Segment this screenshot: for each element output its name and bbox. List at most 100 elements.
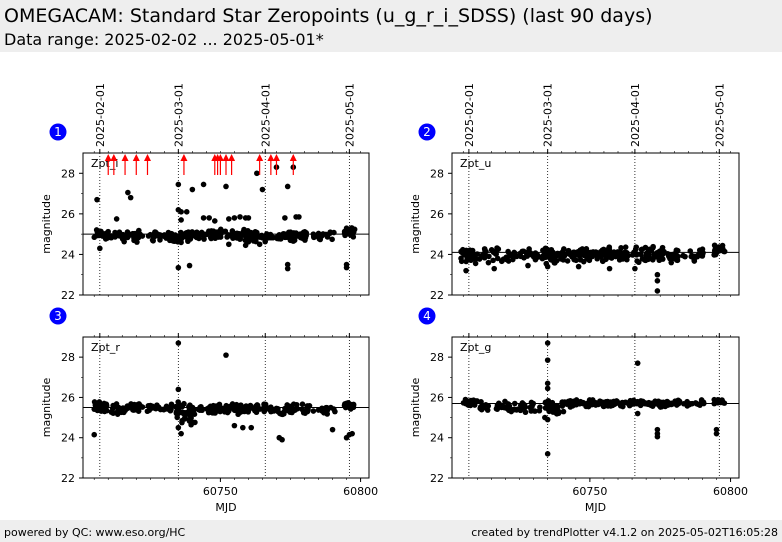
panel-2: 2025-02-01 2025-03-01 2025-04-01 2025-05-01… [409,83,740,302]
data-point [328,404,334,411]
data-point [242,242,249,249]
data-point [285,407,291,414]
data-point [665,402,671,408]
data-point [178,430,184,437]
data-point [719,242,726,249]
data-point [200,181,207,188]
data-point [256,241,263,248]
data-point [638,246,645,253]
panel-badge-number: 2 [423,125,431,139]
data-point [594,255,600,262]
data-point [287,403,293,410]
outlier-arrow-head [272,154,280,161]
x-axis-label: MJD [585,501,606,514]
data-point [209,233,216,240]
data-point [583,403,589,410]
data-point [599,258,606,264]
data-point [134,239,140,245]
panel-badge [49,123,67,141]
data-point [186,262,193,269]
data-point [112,234,118,240]
data-point [529,403,535,410]
data-point [291,231,297,237]
data-point [608,254,615,261]
data-point [345,230,351,237]
data-point [91,431,98,438]
data-point [544,380,551,387]
data-point [491,265,498,272]
data-point [237,214,243,220]
data-point [503,254,510,261]
panel-badge [49,307,67,325]
data-point [259,186,266,193]
data-point [575,263,582,270]
data-point [291,236,297,243]
x-tick-label: 60750 [203,485,238,498]
outlier-arrow-head [228,154,236,161]
data-point [226,216,232,222]
data-point [318,406,325,413]
x-tick-label: 60800 [343,485,378,498]
y-tick-label: 28 [430,351,444,364]
data-point [300,409,307,416]
y-tick-label: 22 [430,472,444,485]
data-point [611,401,618,408]
data-point [658,247,665,254]
data-point [673,257,680,263]
data-point [694,253,701,260]
data-point [571,249,578,256]
y-tick-label: 22 [430,289,444,302]
outlier-arrow-head [267,154,275,161]
data-point [112,403,118,409]
date-label: 2025-02-01 [94,83,107,147]
data-point [223,402,230,409]
data-point [655,398,662,405]
data-point [719,398,726,405]
data-point [103,401,110,407]
data-point [654,271,661,278]
data-point [91,399,98,405]
data-point [210,228,217,234]
data-point [349,228,356,235]
data-point [720,248,727,255]
data-point [188,415,194,421]
data-point [262,238,269,245]
data-point [700,400,707,407]
data-point [127,194,134,201]
panel-badge-number: 4 [423,309,431,323]
data-point [547,256,554,262]
data-point [698,252,705,259]
outlier-arrow-head [256,154,264,161]
page-subtitle: Data range: 2025-02-02 ... 2025-05-01* [4,30,324,49]
outlier-arrow-head [180,154,188,161]
data-point [349,430,355,437]
data-point [605,398,611,405]
y-tick-label: 24 [430,248,444,261]
panel-1: 2025-02-01 2025-03-01 2025-04-01 2025-05-01… [40,83,370,302]
data-point [96,399,103,405]
x-tick-label: 60750 [572,485,607,498]
y-axis-label: magnitude [40,378,53,438]
data-point [285,229,292,236]
data-point [532,408,538,414]
data-point [174,410,181,416]
data-point [654,433,661,440]
data-point [175,386,182,393]
panel-series-label: Zpt_g [460,341,491,354]
data-point [284,183,291,190]
data-point [217,226,224,233]
data-point [183,209,190,215]
y-axis-label: magnitude [40,194,53,254]
y-tick-label: 28 [430,167,444,180]
data-point [716,247,722,253]
data-point [622,244,629,250]
y-tick-label: 26 [430,391,444,404]
data-point [490,257,496,264]
data-point [215,404,221,411]
data-point [522,409,529,416]
data-point [215,234,222,240]
data-point [506,406,512,412]
data-point [695,401,702,408]
data-point [463,258,469,265]
data-point [149,403,155,409]
